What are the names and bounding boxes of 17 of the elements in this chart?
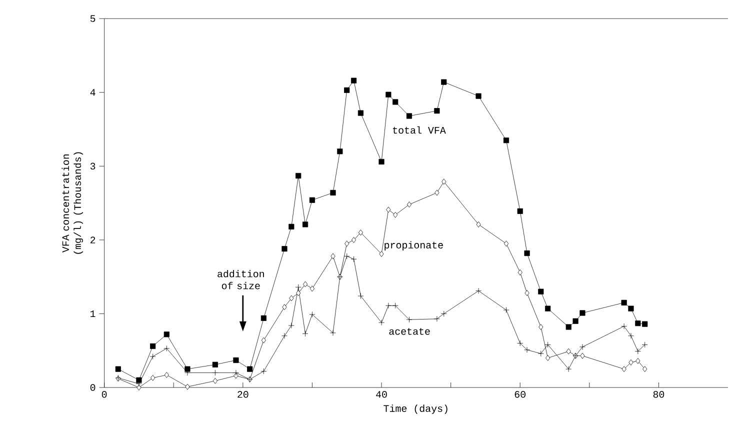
y-tick-label: 0 (90, 384, 96, 391)
series-label: acetate (389, 328, 430, 335)
x-tick-label: 0 (102, 391, 107, 398)
y-tick-label: 3 (90, 162, 96, 170)
y-tick-label: 1 (90, 310, 96, 317)
series-label: propionate (384, 241, 443, 250)
x-tick-label: 60 (514, 391, 526, 398)
x-tick-label: 80 (653, 391, 664, 398)
y-axis-title: VFA concentration (mg/l) (Thousands) (62, 152, 83, 254)
annotation: addition of size (218, 270, 264, 290)
x-tick-label: 20 (238, 391, 248, 398)
y-tick-label: 4 (90, 89, 96, 96)
y-tick-label: 5 (90, 15, 96, 22)
x-tick-label: 40 (376, 391, 387, 398)
series-label: total VFA (393, 126, 446, 134)
y-tick-label: 2 (90, 236, 96, 244)
x-axis-title: Time (days) (384, 404, 448, 414)
